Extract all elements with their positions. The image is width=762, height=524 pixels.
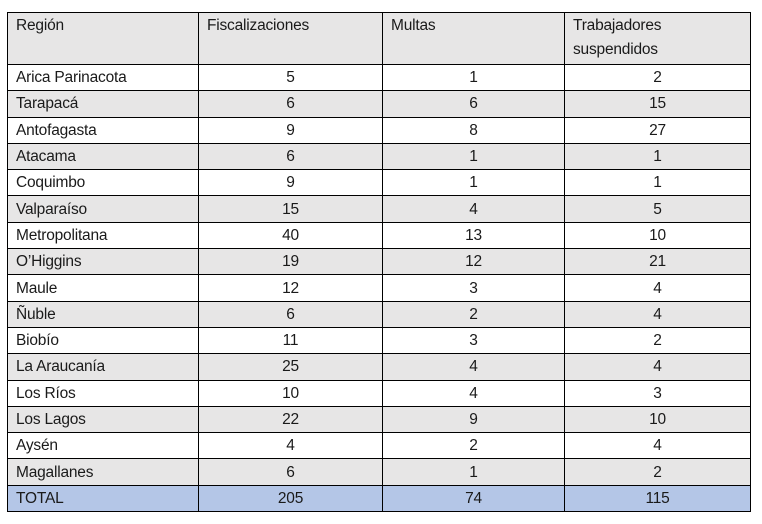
cell-region: Tarapacá <box>7 90 199 118</box>
cell-region: Arica Parinacota <box>7 63 199 92</box>
cell-region: Los Ríos <box>7 379 199 407</box>
cell-multas: 4 <box>382 353 565 381</box>
cell-multas: 8 <box>382 116 565 144</box>
table-row: Aysén 4 2 4 <box>7 432 751 460</box>
cell-fiscalizaciones: 19 <box>198 248 383 276</box>
cell-multas: 1 <box>382 142 565 171</box>
cell-trabajadores-suspendidos: 5 <box>564 195 751 223</box>
cell-region: Coquimbo <box>7 169 199 197</box>
table-row: La Araucanía 25 4 4 <box>7 353 751 381</box>
cell-region: Maule <box>7 274 199 302</box>
cell-multas: 2 <box>382 300 565 328</box>
cell-trabajadores-suspendidos: 1 <box>564 169 751 197</box>
cell-region: La Araucanía <box>7 353 199 381</box>
cell-multas: 1 <box>382 169 565 197</box>
table-row: Antofagasta 9 8 27 <box>7 116 751 144</box>
cell-region: Atacama <box>7 142 199 171</box>
cell-trabajadores-suspendidos: 4 <box>564 274 751 302</box>
cell-trabajadores-suspendidos: 4 <box>564 300 751 328</box>
cell-region: Biobío <box>7 326 199 355</box>
cell-region: O’Higgins <box>7 248 199 276</box>
table-row: Tarapacá 6 6 15 <box>7 90 751 118</box>
cell-trabajadores-suspendidos: 3 <box>564 379 751 407</box>
table-row: Coquimbo 9 1 1 <box>7 169 751 197</box>
total-row: TOTAL 205 74 115 <box>7 484 751 513</box>
cell-fiscalizaciones: 6 <box>198 142 383 171</box>
table-row: Ñuble 6 2 4 <box>7 300 751 328</box>
cell-trabajadores-suspendidos: 2 <box>564 458 751 486</box>
cell-trabajadores-suspendidos: 2 <box>564 326 751 355</box>
cell-fiscalizaciones: 40 <box>198 221 383 250</box>
cell-fiscalizaciones: 10 <box>198 379 383 407</box>
cell-multas: 3 <box>382 274 565 302</box>
cell-trabajadores-suspendidos: 2 <box>564 63 751 92</box>
cell-fiscalizaciones: 22 <box>198 405 383 434</box>
cell-fiscalizaciones: 6 <box>198 458 383 486</box>
header-trabajadores-suspendidos: Trabajadores suspendidos <box>564 12 751 65</box>
table-row: Arica Parinacota 5 1 2 <box>7 63 751 92</box>
total-region: TOTAL <box>7 484 199 513</box>
table-row: Atacama 6 1 1 <box>7 142 751 171</box>
cell-fiscalizaciones: 9 <box>198 116 383 144</box>
header-row: Región Fiscalizaciones Multas Trabajador… <box>7 12 751 65</box>
table-row: Biobío 11 3 2 <box>7 326 751 355</box>
cell-multas: 6 <box>382 90 565 118</box>
cell-trabajadores-suspendidos: 15 <box>564 90 751 118</box>
table-row: Los Ríos 10 4 3 <box>7 379 751 407</box>
cell-trabajadores-suspendidos: 10 <box>564 221 751 250</box>
cell-trabajadores-suspendidos: 1 <box>564 142 751 171</box>
cell-region: Magallanes <box>7 458 199 486</box>
cell-region: Antofagasta <box>7 116 199 144</box>
header-region: Región <box>7 12 199 65</box>
total-multas: 74 <box>382 484 565 513</box>
cell-multas: 13 <box>382 221 565 250</box>
cell-fiscalizaciones: 9 <box>198 169 383 197</box>
table-row: Magallanes 6 1 2 <box>7 458 751 486</box>
cell-trabajadores-suspendidos: 4 <box>564 353 751 381</box>
cell-trabajadores-suspendidos: 4 <box>564 432 751 460</box>
cell-fiscalizaciones: 6 <box>198 90 383 118</box>
cell-fiscalizaciones: 4 <box>198 432 383 460</box>
cell-multas: 4 <box>382 379 565 407</box>
cell-region: Metropolitana <box>7 221 199 250</box>
table-row: Metropolitana 40 13 10 <box>7 221 751 250</box>
cell-fiscalizaciones: 6 <box>198 300 383 328</box>
cell-trabajadores-suspendidos: 10 <box>564 405 751 434</box>
table-row: O’Higgins 19 12 21 <box>7 248 751 276</box>
cell-trabajadores-suspendidos: 21 <box>564 248 751 276</box>
cell-multas: 3 <box>382 326 565 355</box>
cell-multas: 1 <box>382 458 565 486</box>
header-fiscalizaciones: Fiscalizaciones <box>198 12 383 65</box>
table-row: Valparaíso 15 4 5 <box>7 195 751 223</box>
cell-trabajadores-suspendidos: 27 <box>564 116 751 144</box>
cell-multas: 4 <box>382 195 565 223</box>
cell-region: Los Lagos <box>7 405 199 434</box>
total-fiscalizaciones: 205 <box>198 484 383 513</box>
cell-fiscalizaciones: 15 <box>198 195 383 223</box>
cell-fiscalizaciones: 5 <box>198 63 383 92</box>
cell-multas: 1 <box>382 63 565 92</box>
regional-inspections-table: Región Fiscalizaciones Multas Trabajador… <box>7 12 751 513</box>
cell-fiscalizaciones: 11 <box>198 326 383 355</box>
header-multas: Multas <box>382 12 565 65</box>
table-row: Maule 12 3 4 <box>7 274 751 302</box>
total-trabajadores-suspendidos: 115 <box>564 484 751 513</box>
cell-region: Aysén <box>7 432 199 460</box>
cell-multas: 2 <box>382 432 565 460</box>
cell-fiscalizaciones: 12 <box>198 274 383 302</box>
cell-multas: 12 <box>382 248 565 276</box>
cell-multas: 9 <box>382 405 565 434</box>
cell-region: Ñuble <box>7 300 199 328</box>
table-row: Los Lagos 22 9 10 <box>7 405 751 434</box>
cell-fiscalizaciones: 25 <box>198 353 383 381</box>
cell-region: Valparaíso <box>7 195 199 223</box>
